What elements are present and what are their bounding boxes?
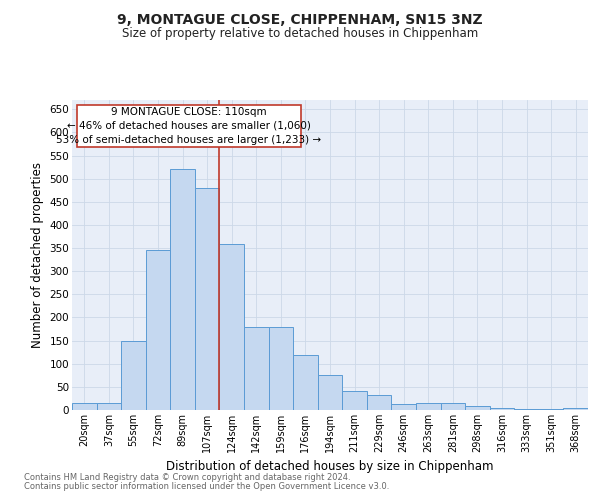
Bar [465,406,490,410]
Bar [269,326,293,410]
Bar [416,403,440,410]
Bar [72,403,97,410]
Text: 9 MONTAGUE CLOSE: 110sqm
← 46% of detached houses are smaller (1,060)
53% of sem: 9 MONTAGUE CLOSE: 110sqm ← 46% of detach… [56,107,321,145]
Bar [244,326,269,410]
Bar [318,376,342,410]
Bar [539,408,563,410]
Text: Size of property relative to detached houses in Chippenham: Size of property relative to detached ho… [122,28,478,40]
Text: Contains HM Land Registry data © Crown copyright and database right 2024.: Contains HM Land Registry data © Crown c… [24,474,350,482]
Bar [170,170,195,410]
Text: Contains public sector information licensed under the Open Government Licence v3: Contains public sector information licen… [24,482,389,491]
Bar [490,408,514,410]
Bar [293,356,318,410]
Text: 9, MONTAGUE CLOSE, CHIPPENHAM, SN15 3NZ: 9, MONTAGUE CLOSE, CHIPPENHAM, SN15 3NZ [117,12,483,26]
Bar [391,404,416,410]
FancyBboxPatch shape [77,104,301,147]
Bar [97,403,121,410]
Bar [220,244,244,410]
Bar [342,390,367,410]
Bar [440,403,465,410]
Bar [195,188,220,410]
Bar [563,408,588,410]
X-axis label: Distribution of detached houses by size in Chippenham: Distribution of detached houses by size … [166,460,494,473]
Bar [367,395,391,410]
Bar [121,340,146,410]
Bar [146,250,170,410]
Y-axis label: Number of detached properties: Number of detached properties [31,162,44,348]
Bar [514,408,539,410]
